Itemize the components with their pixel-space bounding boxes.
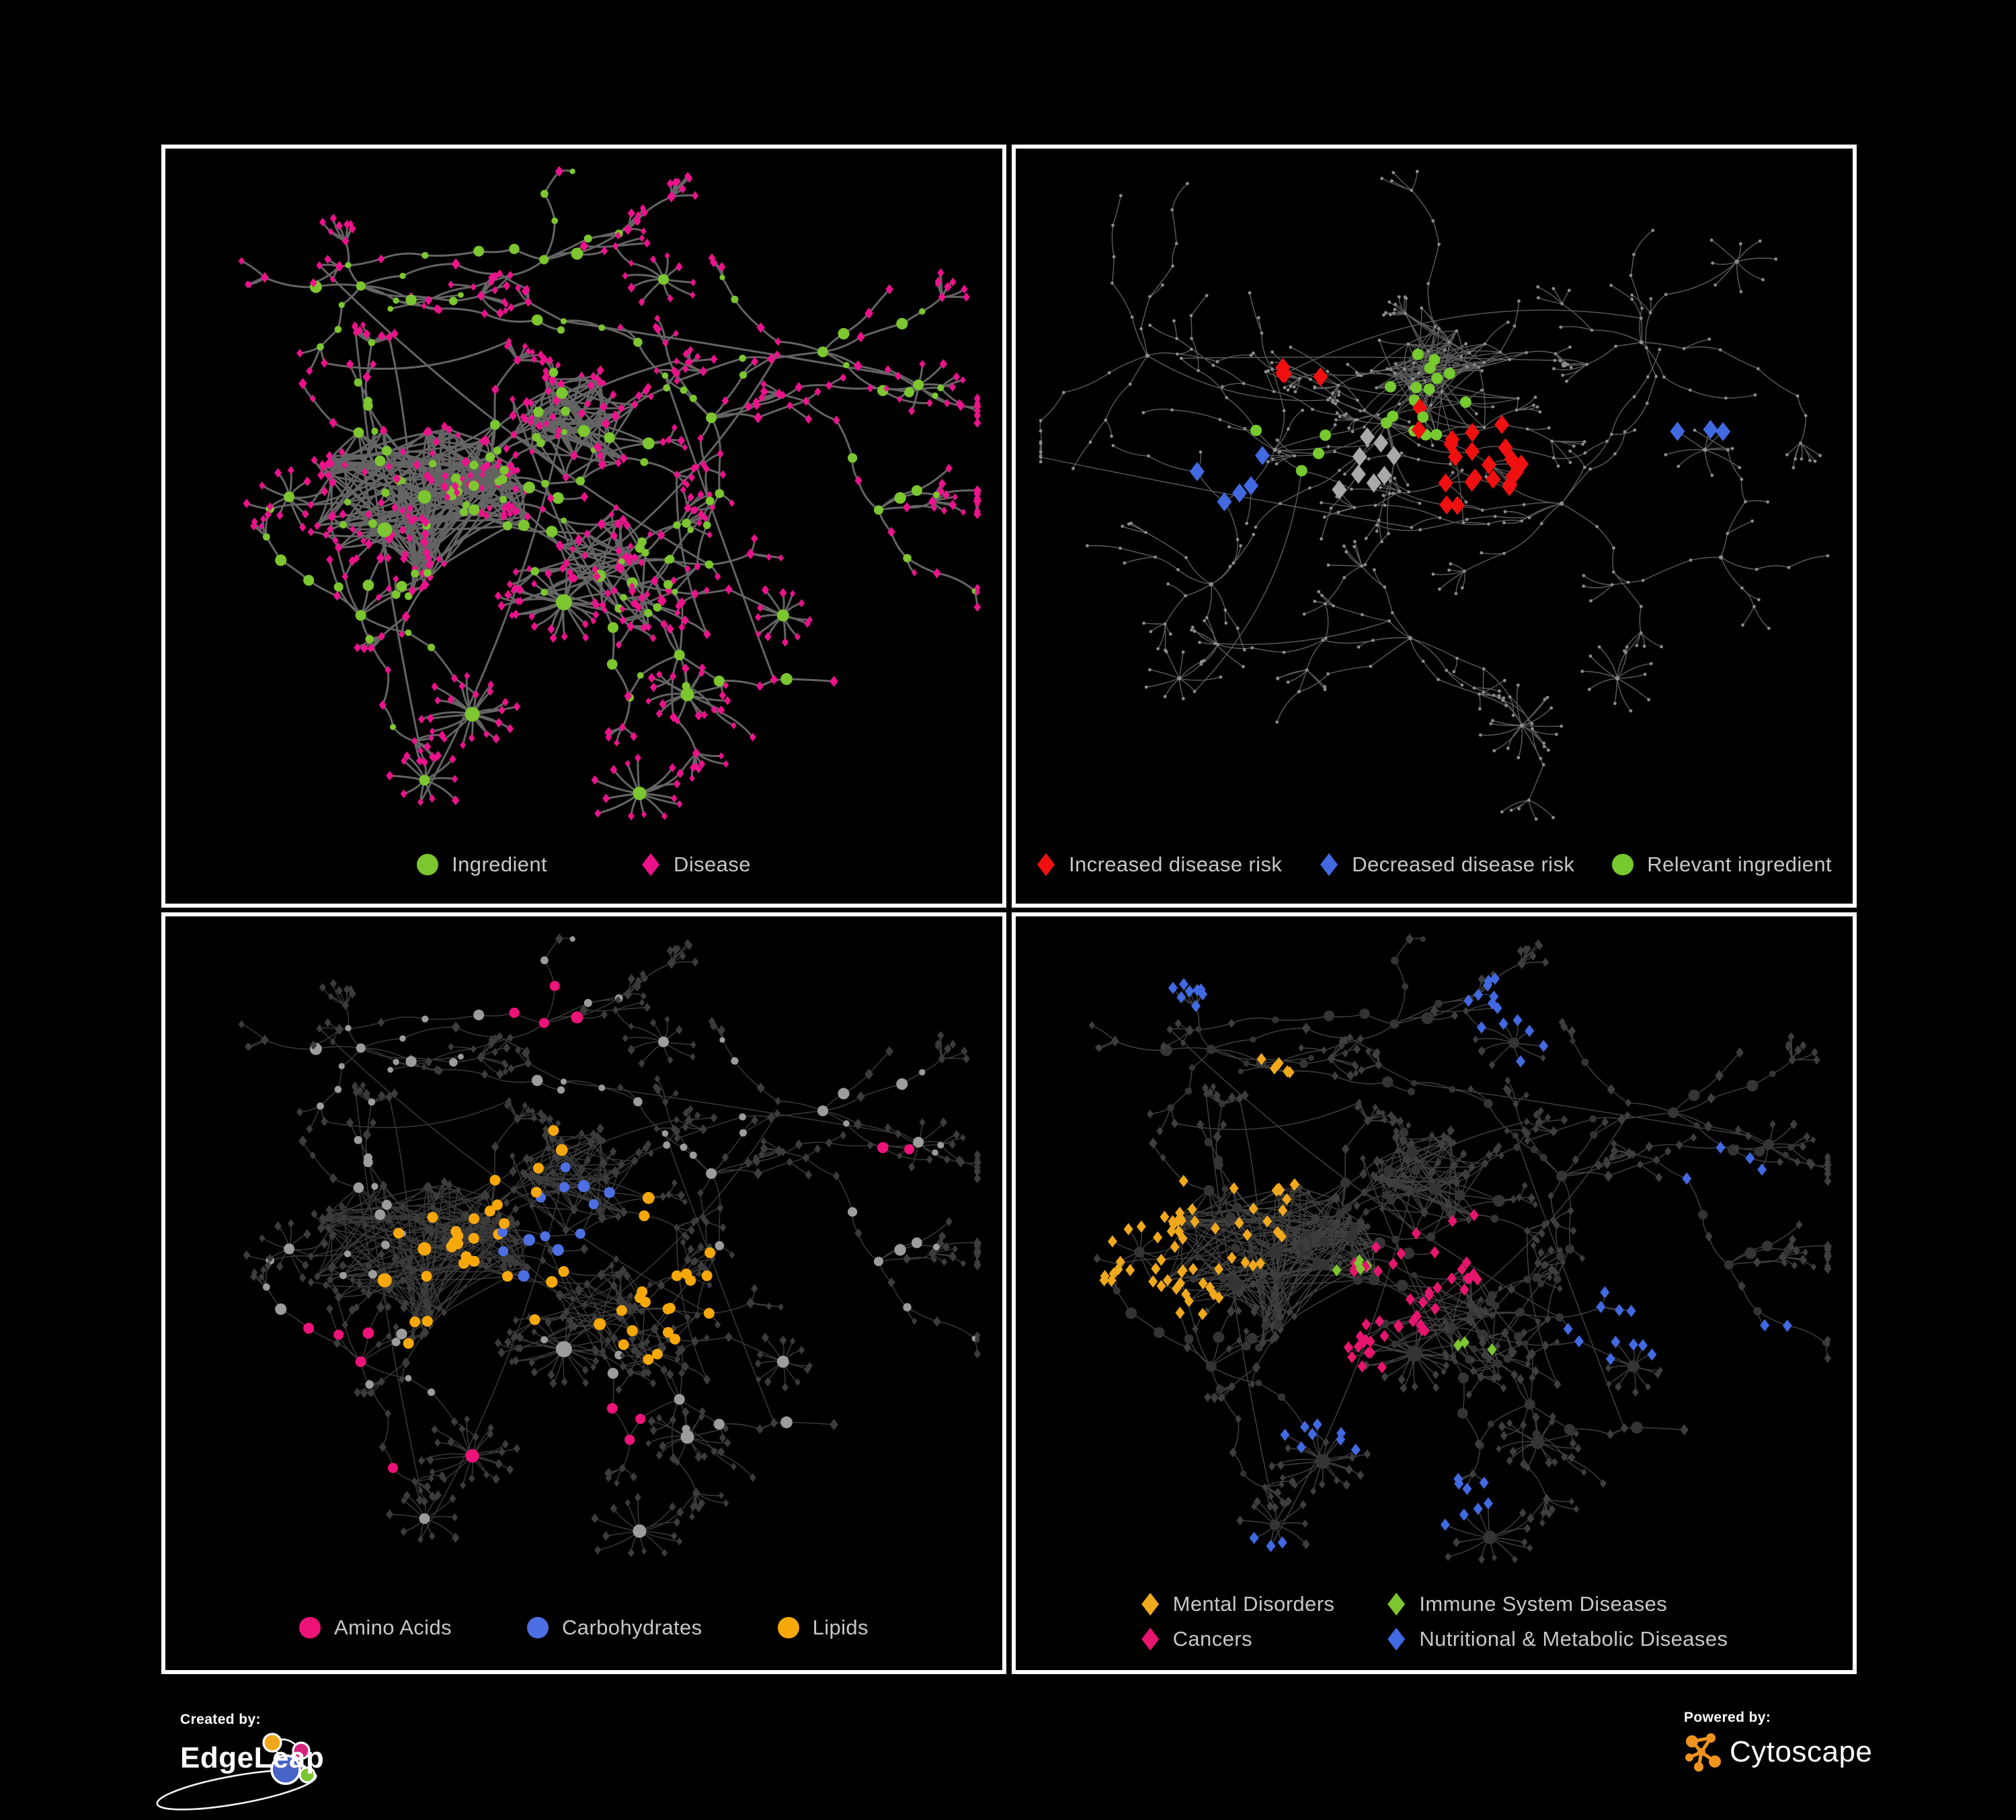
edgeleap-logo-icon [156, 1733, 317, 1811]
legend-circle-marker [417, 854, 439, 875]
legend-item-cancers: Cancers [1141, 1627, 1252, 1651]
legend-item-mental-disorders: Mental Disorders [1141, 1592, 1335, 1616]
legend-circle-marker [527, 1617, 549, 1638]
legend-label: Immune System Diseases [1419, 1592, 1668, 1616]
legend-label: Carbohydrates [562, 1616, 702, 1639]
legend-circle-marker [299, 1617, 321, 1638]
legend-label: Lipids [812, 1616, 869, 1639]
legend-diamond-marker [642, 853, 660, 876]
powered-by-label: Powered by: [1684, 1710, 1771, 1725]
legend-item-immune-system-diseases: Immune System Diseases [1387, 1592, 1667, 1616]
panel-disease-classes-network: Mental Disorders Immune System Diseases Ca… [1012, 912, 1857, 1674]
cytoscape-credit-block: Powered by: Cytoscape [1684, 1710, 1872, 1773]
panel-disease-risk-network: Increased disease risk Decreased disease … [1012, 145, 1857, 908]
panel-nutrient-classes-network: Amino Acids Carbohydrates Lipids [161, 912, 1006, 1674]
nutrient-classes-network-graph [238, 933, 982, 1558]
panel-ingredient-disease-network: Ingredient Disease [161, 145, 1006, 908]
cytoscape-logo-icon [1685, 1733, 1721, 1772]
cytoscape-wordmark: Cytoscape [1730, 1735, 1873, 1768]
legend-disease-risk: Increased disease risk Decreased disease … [1016, 853, 1853, 877]
legend-label: Relevant ingredient [1647, 853, 1832, 876]
legend-diamond-marker [1141, 1593, 1159, 1616]
legend-label: Nutritional & Metabolic Diseases [1419, 1627, 1728, 1651]
edgeleap-wordmark: EdgeLeap [180, 1741, 325, 1774]
legend-circle-marker [1612, 854, 1634, 875]
legend-item-amino-acids: Amino Acids [299, 1616, 452, 1640]
legend-diamond-marker [1387, 1593, 1406, 1616]
ingredient-disease-network-graph [238, 165, 982, 821]
legend-diamond-marker [1320, 853, 1338, 876]
edgeleap-credit-block: Created by: EdgeLeap [156, 1712, 409, 1814]
legend-diamond-marker [1141, 1628, 1159, 1651]
disease-classes-network-graph [1088, 933, 1832, 1564]
legend-item-ingredient: Ingredient [417, 853, 547, 877]
legend-item-disease: Disease [641, 853, 751, 877]
legend-label: Decreased disease risk [1352, 853, 1575, 876]
legend-ingredient-disease: Ingredient Disease [165, 853, 1002, 877]
legend-item-decreased-disease-risk: Decreased disease risk [1320, 853, 1574, 877]
legend-item-lipids: Lipids [777, 1616, 869, 1640]
legend-nutrient-classes: Amino Acids Carbohydrates Lipids [165, 1616, 1002, 1640]
legend-label: Cancers [1172, 1627, 1252, 1651]
figure-grid: Ingredient Disease Increased disease risk… [161, 145, 1857, 1674]
legend-item-nutritional-metabolic-diseases: Nutritional & Metabolic Diseases [1387, 1627, 1728, 1651]
legend-item-increased-disease-risk: Increased disease risk [1037, 853, 1282, 877]
disease-risk-network-graph [1039, 169, 1830, 821]
legend-circle-marker [777, 1617, 799, 1638]
legend-label: Mental Disorders [1172, 1592, 1335, 1616]
created-by-label: Created by: [180, 1712, 261, 1727]
legend-item-relevant-ingredient: Relevant ingredient [1612, 853, 1832, 877]
legend-label: Disease [674, 853, 751, 876]
legend-disease-classes: Mental Disorders Immune System Diseases Ca… [1141, 1592, 1728, 1651]
legend-diamond-marker [1037, 853, 1055, 876]
legend-label: Ingredient [452, 853, 548, 876]
legend-label: Amino Acids [334, 1616, 452, 1639]
legend-item-carbohydrates: Carbohydrates [527, 1616, 702, 1640]
legend-label: Increased disease risk [1069, 853, 1283, 876]
legend-diamond-marker [1387, 1628, 1406, 1651]
